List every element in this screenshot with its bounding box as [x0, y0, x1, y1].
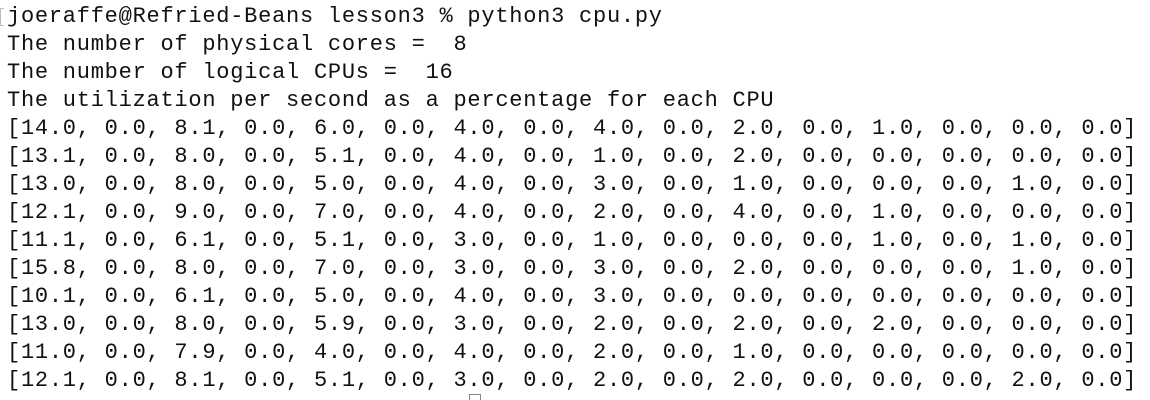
output-line: The utilization per second as a percenta… — [7, 88, 775, 113]
output-line: [14.0, 0.0, 8.1, 0.0, 6.0, 0.0, 4.0, 0.0… — [7, 116, 1138, 141]
command-line: joeraffe@Refried-Beans lesson3 % python3… — [7, 4, 663, 29]
output-line: [13.0, 0.0, 8.0, 0.0, 5.0, 0.0, 4.0, 0.0… — [7, 172, 1138, 197]
output-line: The number of physical cores = 8 — [7, 32, 468, 57]
output-line: [10.1, 0.0, 6.1, 0.0, 5.0, 0.0, 4.0, 0.0… — [7, 284, 1138, 309]
terminal-output: joeraffe@Refried-Beans lesson3 % python3… — [7, 3, 1137, 395]
selection-edge — [0, 8, 4, 26]
cursor — [469, 394, 481, 400]
output-line: [13.1, 0.0, 8.0, 0.0, 5.1, 0.0, 4.0, 0.0… — [7, 144, 1138, 169]
output-line: [12.1, 0.0, 9.0, 0.0, 7.0, 0.0, 4.0, 0.0… — [7, 200, 1138, 225]
output-line: [11.0, 0.0, 7.9, 0.0, 4.0, 0.0, 4.0, 0.0… — [7, 340, 1138, 365]
output-line: [11.1, 0.0, 6.1, 0.0, 5.1, 0.0, 3.0, 0.0… — [7, 228, 1138, 253]
output-line: [13.0, 0.0, 8.0, 0.0, 5.9, 0.0, 3.0, 0.0… — [7, 312, 1138, 337]
output-line: The number of logical CPUs = 16 — [7, 60, 454, 85]
output-line: [15.8, 0.0, 8.0, 0.0, 7.0, 0.0, 3.0, 0.0… — [7, 256, 1138, 281]
output-line: [12.1, 0.0, 8.1, 0.0, 5.1, 0.0, 3.0, 0.0… — [7, 368, 1138, 393]
